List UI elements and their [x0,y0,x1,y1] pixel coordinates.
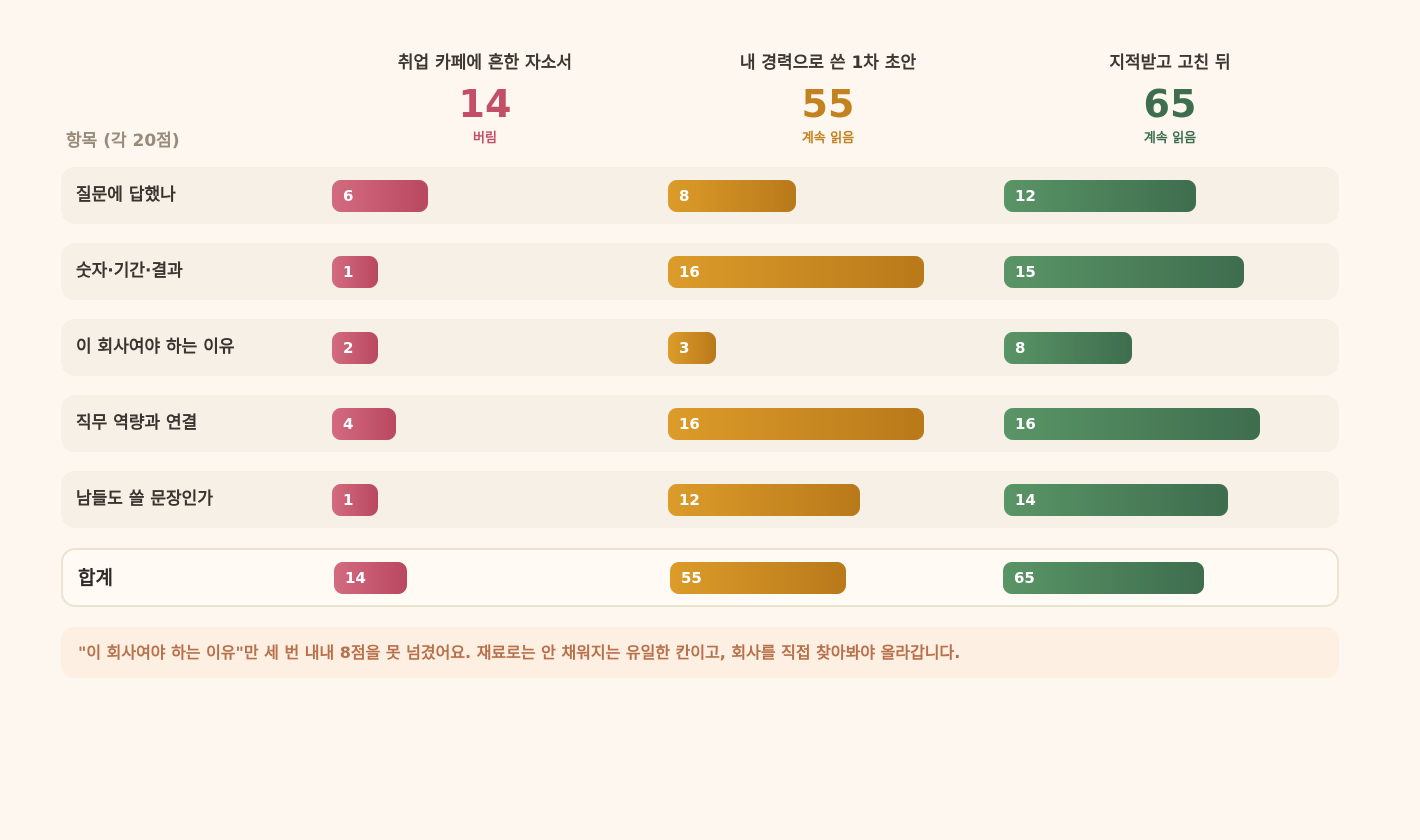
column-title: 지적받고 고친 뒤 [1109,53,1231,73]
row-label: 질문에 답했나 [76,185,176,205]
bar-generic-item-4: 4 [332,407,396,440]
row-label: 숫자·기간·결과 [76,261,183,281]
bar-revised-item-2: 15 [1004,255,1244,288]
row-label: 이 회사여야 하는 이유 [76,337,235,357]
column-title: 취업 카페에 흔한 자소서 [397,53,573,73]
bar-revised-item-5: 14 [1004,483,1228,516]
column-verdict: 계속 읽음 [1143,131,1197,146]
column-total-score: 55 [801,82,855,126]
column-verdict: 계속 읽음 [801,131,855,146]
bar-draft-item-1: 8 [668,179,796,212]
bar-draft-item-3: 3 [668,331,716,364]
row-header-label: 항목 (각 20점) [66,131,180,151]
bar-generic-item-5: 1 [332,483,378,516]
footnote: "이 회사여야 하는 이유"만 세 번 내내 8점을 못 넘겼어요. 재료로는 … [61,627,1339,678]
bar-generic-item-2: 1 [332,255,378,288]
bar-generic-item-1: 6 [332,179,428,212]
column-total-score: 14 [458,82,512,126]
column-verdict: 버림 [473,131,497,146]
bar-revised-item-4: 16 [1004,407,1260,440]
column-header-first-draft: 내 경력으로 쓴 1차 초안 55 계속 읽음 [678,50,978,148]
column-header-generic-essay: 취업 카페에 흔한 자소서 14 버림 [335,50,635,148]
column-header-revised: 지적받고 고친 뒤 65 계속 읽음 [1020,50,1320,148]
bar-revised-item-1: 12 [1004,179,1196,212]
bar-draft-item-4: 16 [668,407,924,440]
bar-revised-total: 65 [1003,562,1204,594]
bar-draft-item-5: 12 [668,483,860,516]
row-label: 직무 역량과 연결 [76,413,198,433]
bar-generic-total: 14 [334,562,407,594]
bar-generic-item-3: 2 [332,331,378,364]
bar-draft-total: 55 [670,562,846,594]
column-title: 내 경력으로 쓴 1차 초안 [739,53,917,73]
bar-revised-item-3: 8 [1004,331,1132,364]
bar-draft-item-2: 16 [668,255,924,288]
total-label: 합계 [78,567,113,589]
row-label: 남들도 쓸 문장인가 [76,489,213,509]
column-total-score: 65 [1143,82,1197,126]
